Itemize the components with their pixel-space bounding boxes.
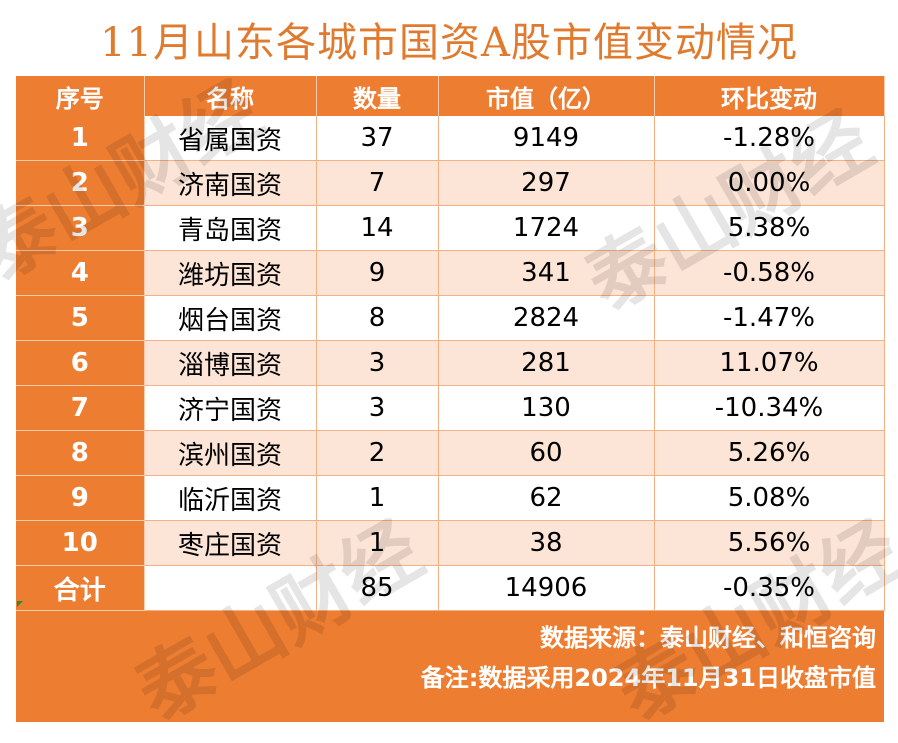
cell-name: 枣庄国资 [144, 520, 317, 566]
cell-name: 潍坊国资 [144, 250, 317, 296]
cell-index: 9 [16, 475, 145, 521]
cell-change: 5.56% [654, 520, 885, 566]
cell-count: 7 [316, 160, 439, 206]
cell-change: 5.38% [654, 205, 885, 251]
cell-index: 1 [16, 116, 145, 161]
header-count: 数量 [316, 76, 439, 116]
cell-change: 5.08% [654, 475, 885, 521]
cell-count: 1 [316, 520, 439, 566]
cell-value: 38 [438, 520, 655, 566]
cell-count: 37 [316, 116, 439, 161]
total-value: 14906 [438, 565, 655, 611]
cell-change: 5.26% [654, 430, 885, 476]
table-header-row: 序号 名称 数量 市值（亿） 环比变动 [16, 76, 885, 116]
cell-name: 滨州国资 [144, 430, 317, 476]
total-label: 合计 [16, 565, 145, 611]
page-title: 11月山东各城市国资A股市值变动情况 [100, 20, 798, 66]
total-change: -0.35% [654, 565, 885, 611]
cell-index: 2 [16, 160, 145, 206]
cell-name: 临沂国资 [144, 475, 317, 521]
total-row: 合计 85 14906 -0.35% [16, 565, 885, 611]
cell-value: 281 [438, 340, 655, 386]
cell-name: 青岛国资 [144, 205, 317, 251]
cell-corner-marker [17, 601, 23, 607]
cell-value: 341 [438, 250, 655, 296]
table-row: 7 济宁国资 3 130 -10.34% [16, 385, 885, 431]
cell-change: -1.47% [654, 295, 885, 341]
cell-name: 省属国资 [144, 116, 317, 161]
cell-name: 济宁国资 [144, 385, 317, 431]
cell-change: -10.34% [654, 385, 885, 431]
table-row: 3 青岛国资 14 1724 5.38% [16, 205, 885, 251]
cell-change: -1.28% [654, 116, 885, 161]
note-text: 备注:数据采用2024年11月31日收盘市值 [420, 664, 876, 692]
table-row: 1 省属国资 37 9149 -1.28% [16, 116, 885, 161]
cell-count: 14 [316, 205, 439, 251]
cell-index: 3 [16, 205, 145, 251]
cell-value: 9149 [438, 116, 655, 161]
data-source-text: 数据来源：泰山财经、和恒咨询 [540, 624, 876, 652]
cell-change: 11.07% [654, 340, 885, 386]
header-value: 市值（亿） [438, 76, 655, 116]
footer-notes: 数据来源：泰山财经、和恒咨询 备注:数据采用2024年11月31日收盘市值 [421, 618, 876, 698]
cell-index: 8 [16, 430, 145, 476]
cell-count: 8 [316, 295, 439, 341]
cell-value: 297 [438, 160, 655, 206]
table-row: 2 济南国资 7 297 0.00% [16, 160, 885, 206]
cell-count: 3 [316, 385, 439, 431]
cell-index: 10 [16, 520, 145, 566]
cell-value: 60 [438, 430, 655, 476]
table-row: 6 淄博国资 3 281 11.07% [16, 340, 885, 386]
market-value-table: 序号 名称 数量 市值（亿） 环比变动 1 省属国资 37 9149 -1.28… [16, 76, 885, 611]
total-count: 85 [316, 565, 439, 611]
cell-index: 4 [16, 250, 145, 296]
table-row: 4 潍坊国资 9 341 -0.58% [16, 250, 885, 296]
cell-name: 烟台国资 [144, 295, 317, 341]
header-name: 名称 [144, 76, 317, 116]
cell-count: 1 [316, 475, 439, 521]
cell-value: 62 [438, 475, 655, 521]
cell-index: 6 [16, 340, 145, 386]
cell-count: 9 [316, 250, 439, 296]
cell-count: 3 [316, 340, 439, 386]
total-name [144, 565, 317, 611]
cell-count: 2 [316, 430, 439, 476]
table-row: 8 滨州国资 2 60 5.26% [16, 430, 885, 476]
header-change: 环比变动 [654, 76, 885, 116]
header-index: 序号 [16, 76, 145, 116]
cell-change: 0.00% [654, 160, 885, 206]
table-row: 10 枣庄国资 1 38 5.56% [16, 520, 885, 566]
cell-change: -0.58% [654, 250, 885, 296]
cell-value: 2824 [438, 295, 655, 341]
cell-name: 淄博国资 [144, 340, 317, 386]
cell-value: 1724 [438, 205, 655, 251]
table-row: 5 烟台国资 8 2824 -1.47% [16, 295, 885, 341]
cell-index: 5 [16, 295, 145, 341]
cell-value: 130 [438, 385, 655, 431]
cell-name: 济南国资 [144, 160, 317, 206]
table-row: 9 临沂国资 1 62 5.08% [16, 475, 885, 521]
cell-index: 7 [16, 385, 145, 431]
